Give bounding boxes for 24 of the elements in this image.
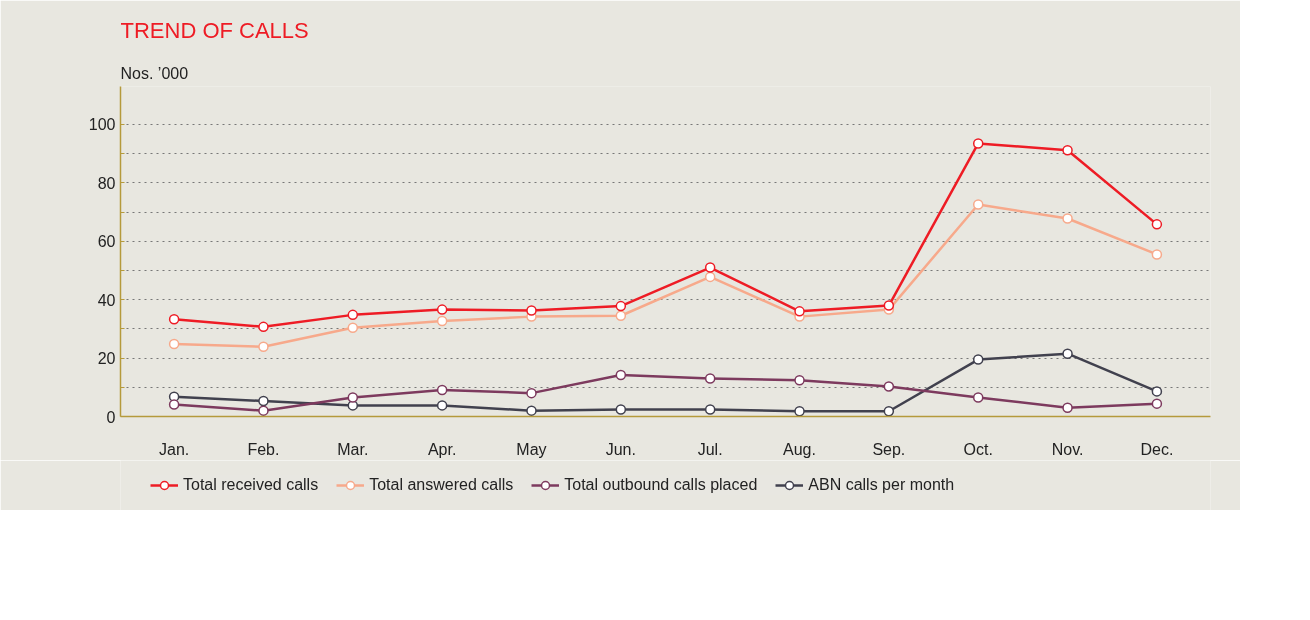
y-tick-label: 20 [97, 350, 116, 368]
x-tick-label: Sep. [872, 440, 906, 458]
x-tick-label: Apr. [427, 440, 457, 458]
x-tick-label: Feb. [247, 440, 280, 458]
x-tick-label: Jul. [697, 440, 723, 458]
y-tick-label: 0 [106, 408, 116, 426]
x-tick-label: Nov. [1051, 440, 1084, 458]
legend-label: Total received calls [183, 476, 319, 494]
x-tick-label: May [516, 440, 547, 458]
x-tick-label: Mar. [337, 440, 369, 458]
x-tick-label: Aug. [783, 440, 816, 458]
x-tick-label: Dec. [1140, 440, 1174, 458]
x-tick-label: Jan. [158, 440, 190, 458]
y-axis-title: Nos. ’000 [120, 64, 189, 82]
y-tick-label: 40 [97, 291, 116, 309]
y-tick-label: 80 [97, 174, 116, 192]
x-tick-label: Jun. [605, 440, 636, 458]
y-tick-label: 60 [97, 233, 116, 251]
y-tick-label: 100 [88, 116, 116, 134]
legend-label: ABN calls per month [808, 476, 955, 494]
legend-label: Total answered calls [369, 476, 514, 494]
chart-title: TREND OF CALLS [120, 17, 309, 43]
legend-label: Total outbound calls placed [564, 476, 758, 494]
x-tick-label: Oct. [963, 440, 993, 458]
